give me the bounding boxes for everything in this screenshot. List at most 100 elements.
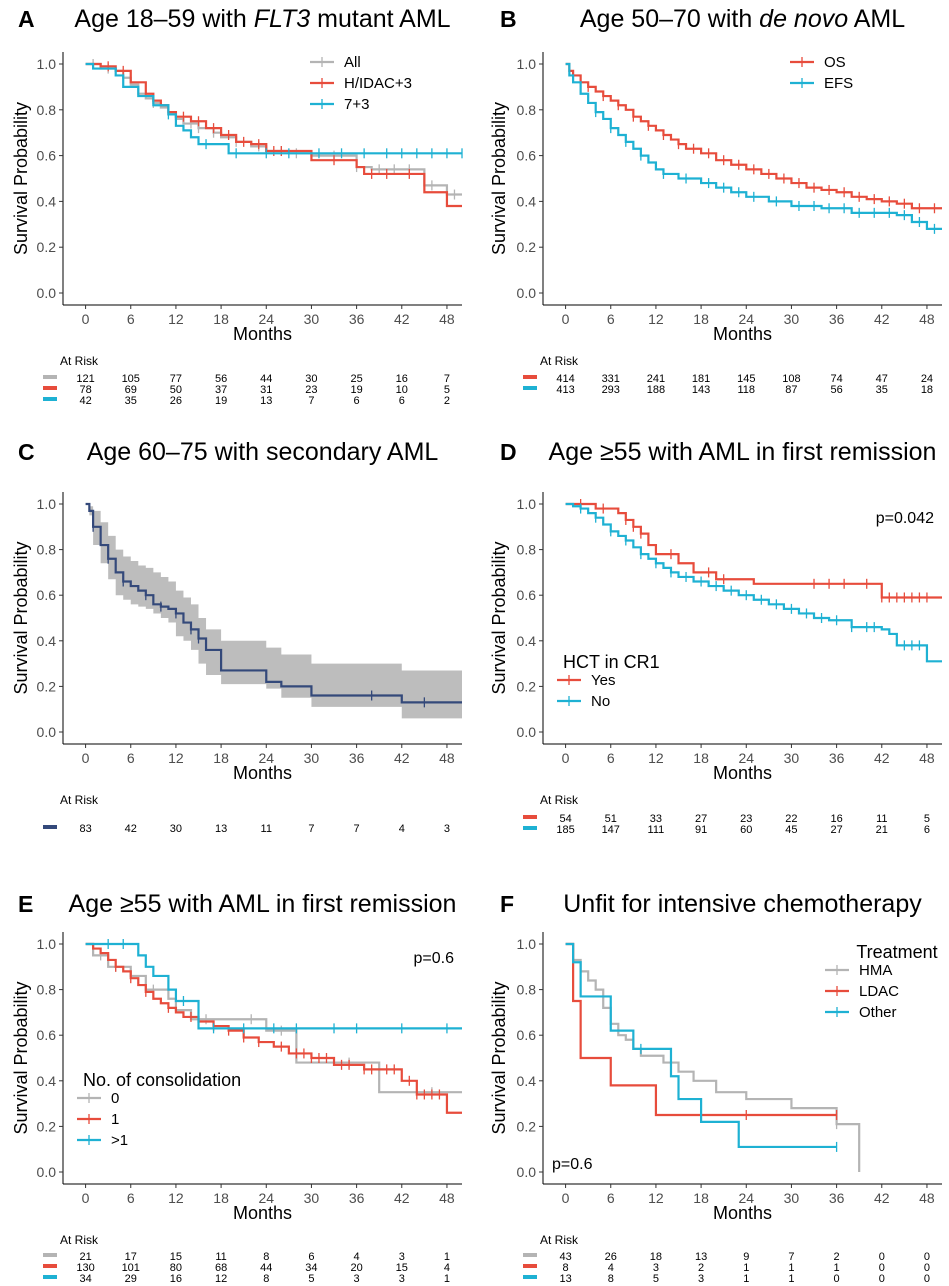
risk-count: 16 bbox=[396, 373, 408, 385]
y-axis-label: Survival Probability bbox=[489, 102, 509, 255]
x-tick-label: 48 bbox=[439, 311, 455, 327]
chart-panel-a: A Age 18–59 with FLT3 mutant AML 0.0 0.2 0.4… bbox=[11, 5, 463, 407]
x-tick-label: 6 bbox=[127, 1190, 135, 1206]
risk-count: 78 bbox=[79, 384, 91, 396]
risk-count: 414 bbox=[556, 373, 574, 385]
y-tick-label: 0.0 bbox=[37, 285, 57, 301]
risk-table-title: At Risk bbox=[60, 354, 99, 368]
risk-count: 54 bbox=[559, 813, 571, 825]
legend-title: Treatment bbox=[856, 942, 937, 962]
risk-count: 22 bbox=[785, 813, 797, 825]
y-axis-label: Survival Probability bbox=[489, 981, 509, 1134]
risk-count: 45 bbox=[785, 824, 797, 836]
chart-title-part: Age ≥55 with AML in first remission bbox=[549, 438, 937, 466]
risk-count: 33 bbox=[650, 813, 662, 825]
risk-count: 19 bbox=[215, 395, 227, 407]
y-axis-label: Survival Probability bbox=[11, 541, 31, 694]
risk-row-swatch bbox=[43, 825, 57, 829]
risk-table-title: At Risk bbox=[540, 1233, 579, 1247]
x-tick-label: 36 bbox=[349, 311, 365, 327]
y-axis-label: Survival Probability bbox=[489, 541, 509, 694]
chart-title-part: de novo bbox=[759, 5, 848, 33]
y-tick-label: 0.4 bbox=[37, 1073, 57, 1089]
chart-title-part: Age ≥55 with AML in first remission bbox=[69, 890, 457, 918]
risk-count: 44 bbox=[260, 373, 272, 385]
x-tick-label: 36 bbox=[829, 750, 845, 766]
series-7-3 bbox=[85, 62, 463, 159]
x-tick-label: 30 bbox=[304, 750, 320, 766]
survival-curve bbox=[565, 502, 942, 599]
x-tick-label: 12 bbox=[168, 311, 184, 327]
x-tick-label: 6 bbox=[607, 1190, 615, 1206]
risk-count: 26 bbox=[605, 1251, 617, 1263]
survival-curve bbox=[85, 62, 462, 208]
y-tick-label: 0.0 bbox=[37, 724, 57, 740]
chart-panel-f: F Unfit for intensive chemotherapy 0.0 0.2 0… bbox=[489, 890, 942, 1285]
y-tick-label: 1.0 bbox=[517, 56, 537, 72]
risk-count: 188 bbox=[647, 384, 665, 396]
x-tick-label: 30 bbox=[784, 750, 800, 766]
risk-count: 0 bbox=[879, 1273, 885, 1285]
risk-row-swatch bbox=[43, 1275, 57, 1279]
x-tick-label: 42 bbox=[394, 311, 410, 327]
risk-count: 1 bbox=[743, 1262, 749, 1274]
x-tick-label: 36 bbox=[349, 1190, 365, 1206]
risk-count: 13 bbox=[215, 823, 227, 835]
risk-row-swatch bbox=[43, 1253, 57, 1257]
y-tick-label: 0.2 bbox=[517, 239, 537, 255]
x-tick-label: 12 bbox=[648, 750, 664, 766]
risk-count: 8 bbox=[563, 1262, 569, 1274]
x-tick-label: 12 bbox=[168, 750, 184, 766]
risk-count: 60 bbox=[740, 824, 752, 836]
x-tick-label: 42 bbox=[874, 750, 890, 766]
chart-panel-e: E Age ≥55 with AML in first remission 0.0 0… bbox=[11, 890, 462, 1285]
risk-count: 6 bbox=[924, 824, 930, 836]
x-tick-label: 6 bbox=[127, 750, 135, 766]
legend-label: EFS bbox=[824, 75, 853, 92]
y-tick-label: 0.8 bbox=[37, 542, 57, 558]
risk-row-swatch bbox=[523, 375, 537, 379]
risk-count: 7 bbox=[788, 1251, 794, 1263]
risk-count: 1 bbox=[444, 1251, 450, 1263]
risk-count: 20 bbox=[350, 1262, 362, 1274]
x-tick-label: 42 bbox=[394, 750, 410, 766]
legend-label: Yes bbox=[591, 672, 615, 689]
risk-count: 4 bbox=[444, 1262, 450, 1274]
risk-count: 0 bbox=[924, 1251, 930, 1263]
survival-curve bbox=[565, 62, 942, 230]
x-axis-label: Months bbox=[713, 1203, 772, 1223]
risk-count: 44 bbox=[260, 1262, 272, 1274]
risk-count: 50 bbox=[170, 384, 182, 396]
risk-count: 51 bbox=[605, 813, 617, 825]
survival-curve bbox=[85, 942, 462, 1030]
chart-panel-d: D Age ≥55 with AML in first remission 0.0 0… bbox=[489, 438, 942, 836]
y-tick-label: 0.2 bbox=[37, 1118, 57, 1134]
x-tick-label: 18 bbox=[213, 750, 229, 766]
risk-count: 1 bbox=[834, 1262, 840, 1274]
risk-count: 42 bbox=[79, 395, 91, 407]
y-axis-label: Survival Probability bbox=[11, 102, 31, 255]
y-tick-label: 1.0 bbox=[37, 496, 57, 512]
y-tick-label: 1.0 bbox=[37, 936, 57, 952]
risk-count: 77 bbox=[170, 373, 182, 385]
risk-count: 143 bbox=[692, 384, 710, 396]
risk-count: 21 bbox=[79, 1251, 91, 1263]
risk-count: 7 bbox=[354, 823, 360, 835]
x-axis-label: Months bbox=[713, 763, 772, 783]
risk-count: 6 bbox=[399, 395, 405, 407]
legend-title: No. of consolidation bbox=[83, 1070, 241, 1090]
legend-label: 1 bbox=[111, 1111, 119, 1128]
risk-count: 0 bbox=[924, 1262, 930, 1274]
risk-count: 13 bbox=[695, 1251, 707, 1263]
chart-title-part: mutant AML bbox=[310, 5, 450, 33]
risk-count: 4 bbox=[354, 1251, 360, 1263]
risk-count: 74 bbox=[830, 373, 842, 385]
risk-count: 35 bbox=[876, 384, 888, 396]
y-tick-label: 0.0 bbox=[517, 1164, 537, 1180]
risk-table-title: At Risk bbox=[540, 354, 579, 368]
risk-count: 130 bbox=[76, 1262, 94, 1274]
risk-count: 13 bbox=[559, 1273, 571, 1285]
chart-title-part: Age 60–75 with secondary AML bbox=[87, 438, 439, 466]
risk-count: 4 bbox=[399, 823, 405, 835]
